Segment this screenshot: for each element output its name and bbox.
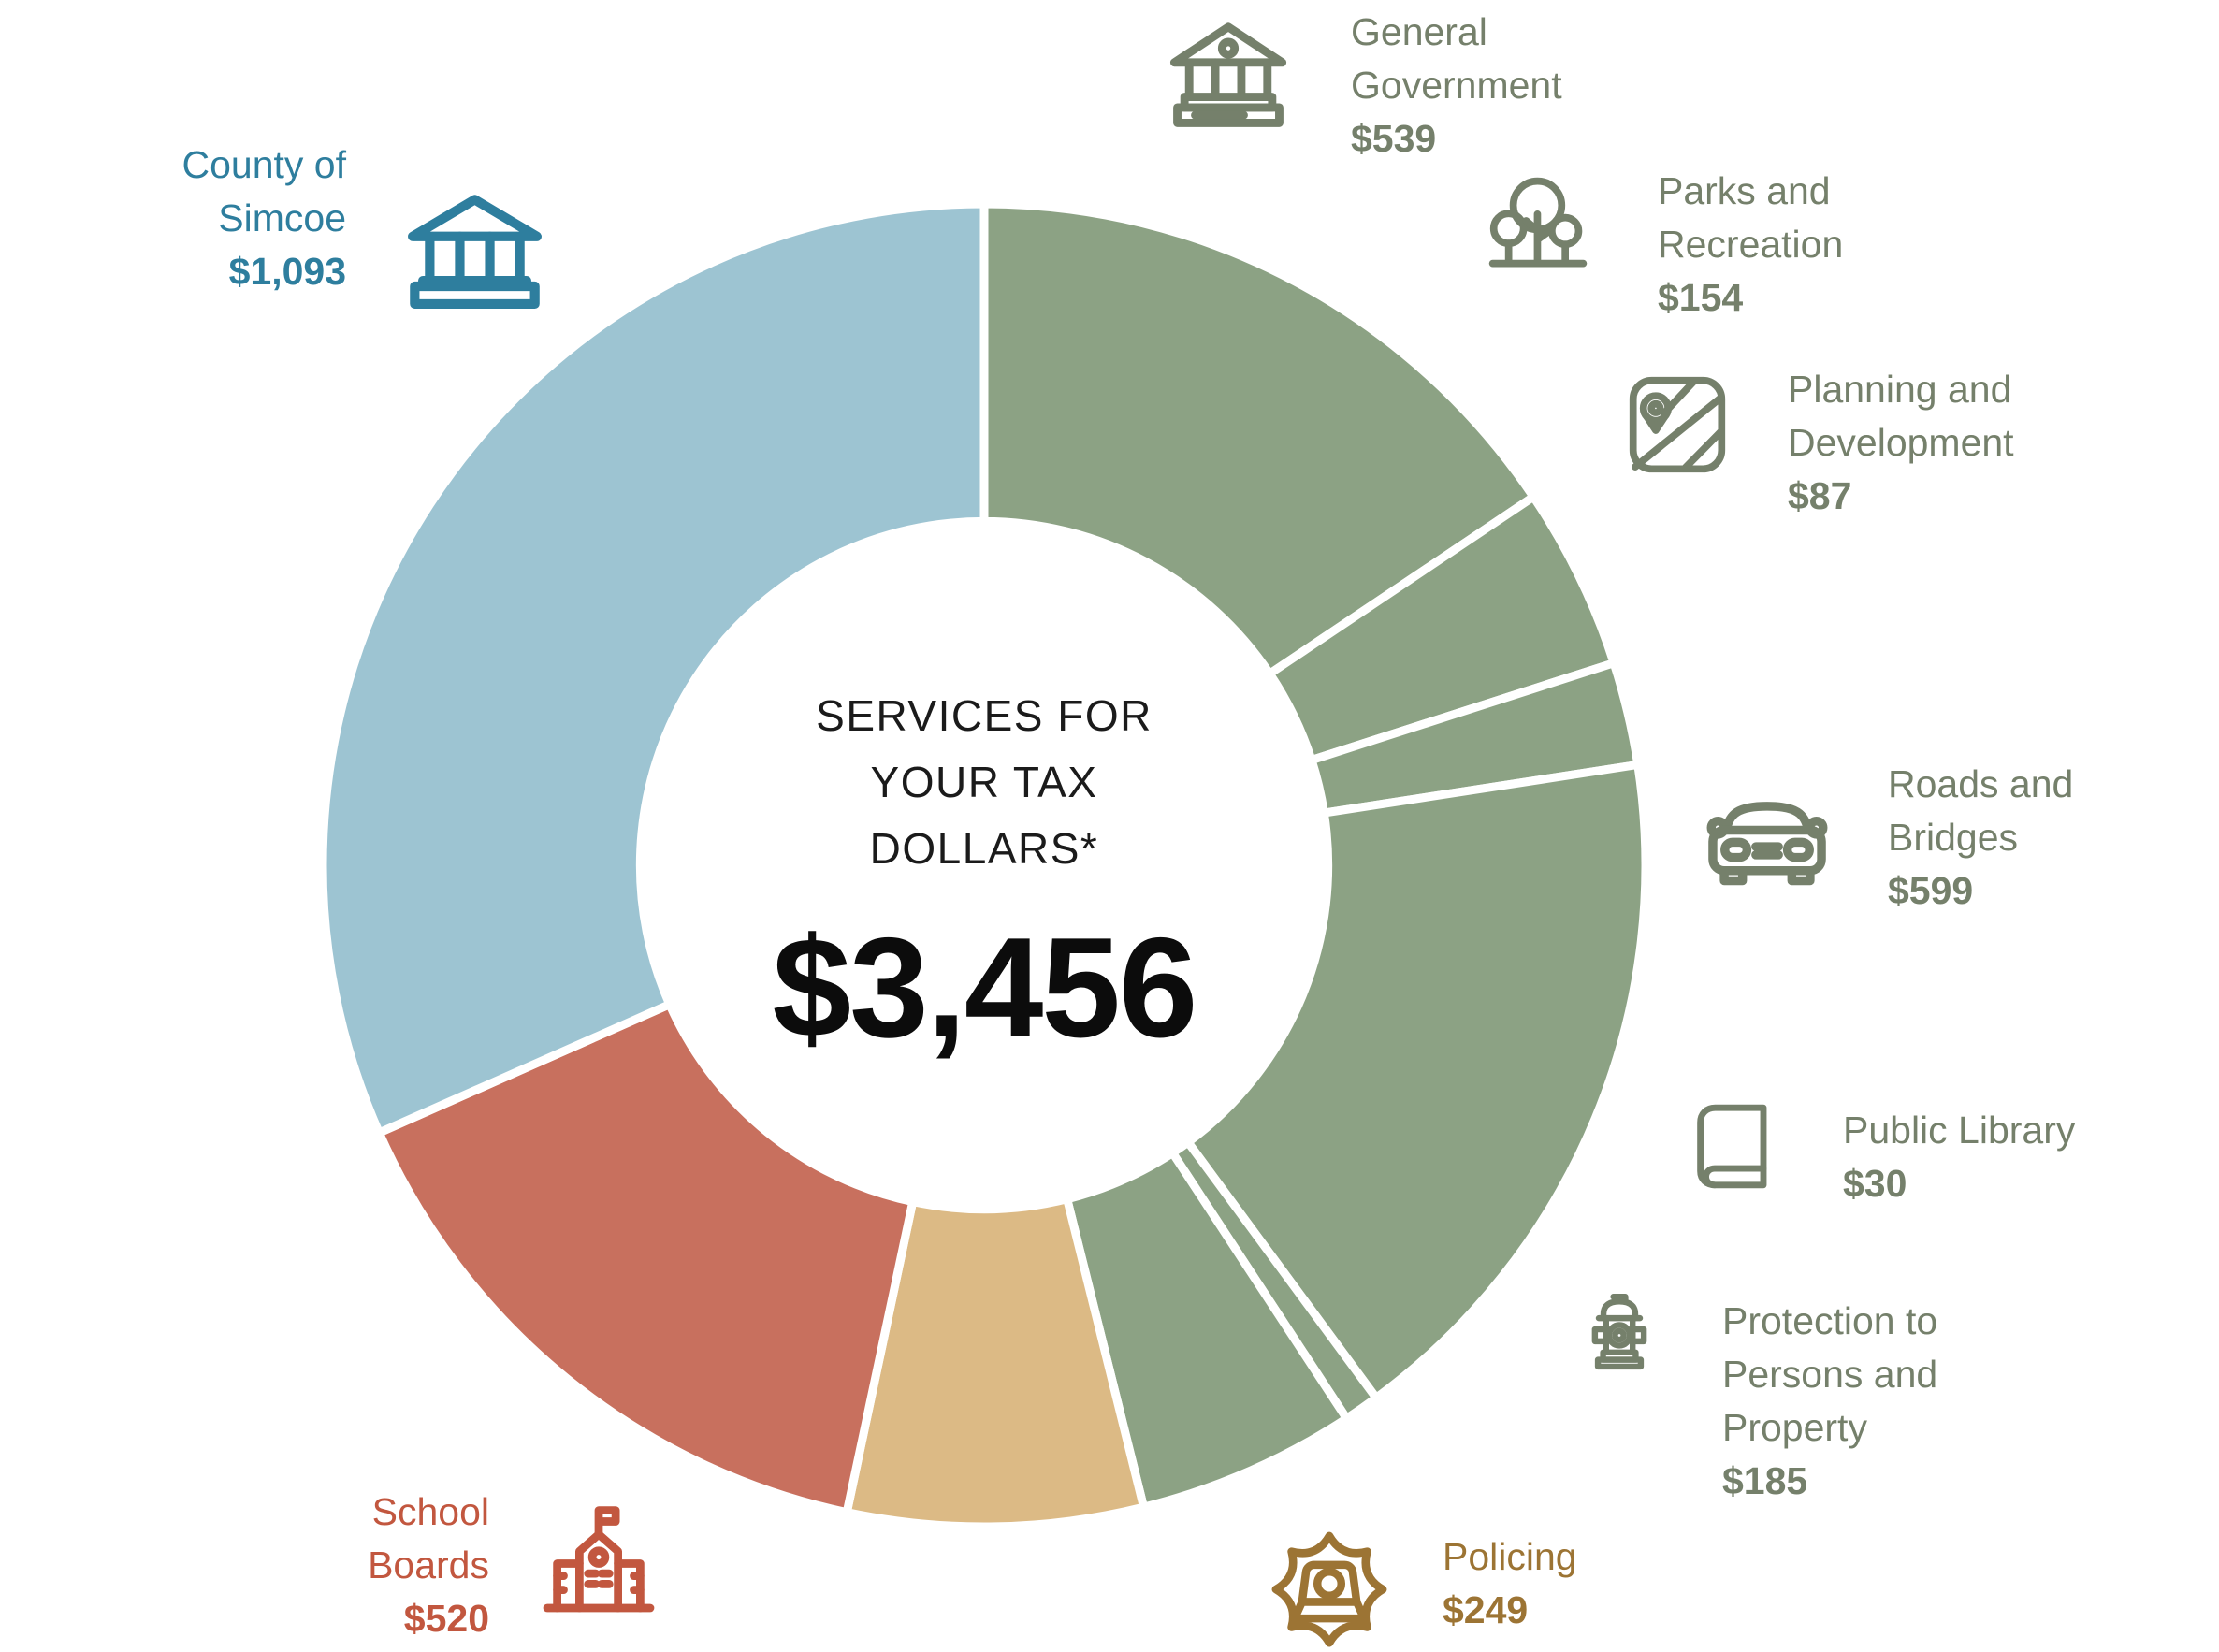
trees-icon xyxy=(1476,165,1600,288)
school-icon xyxy=(529,1491,669,1631)
legend-value: $539 xyxy=(1351,117,1437,160)
legend-label: Parks and Recreation xyxy=(1658,169,1844,266)
legend-item-public-library: Public Library $30 xyxy=(1680,1091,2170,1210)
legend-label: Policing xyxy=(1443,1535,1577,1578)
legend-value: $30 xyxy=(1843,1162,1907,1205)
government-building-icon xyxy=(1157,6,1299,148)
legend-item-parks-and-recreation: Parks and Recreation $154 xyxy=(1476,165,1929,325)
legend-label: School Boards xyxy=(368,1490,489,1587)
chart-title: SERVICES FOR YOUR TAX DOLLARS* xyxy=(816,691,1153,873)
donut-center-text: SERVICES FOR YOUR TAX DOLLARS* $3,456 xyxy=(610,683,1358,1070)
legend-value: $154 xyxy=(1658,276,1744,319)
fire-hydrant-icon xyxy=(1568,1283,1671,1386)
legend-label: Protection to Persons and Property xyxy=(1722,1299,1938,1449)
legend-value: $185 xyxy=(1722,1459,1808,1502)
donut-segment-general-government xyxy=(979,199,1540,680)
legend-item-roads-and-bridges: Roads and Bridges $599 xyxy=(1691,758,2140,918)
donut-segment-county-of-simcoe xyxy=(318,199,989,1138)
legend-value: $87 xyxy=(1788,474,1852,517)
legend-item-school-boards: School Boards $520 xyxy=(316,1485,669,1645)
car-icon xyxy=(1691,765,1843,917)
legend-item-planning-and-development: Planning and Development $87 xyxy=(1616,363,2096,523)
donut-segment-roads-and-bridges xyxy=(1182,760,1650,1404)
legend-item-protection-to-persons-and-property: Protection to Persons and Property $185 xyxy=(1568,1283,2012,1508)
legend-item-general-government: General Government $539 xyxy=(1157,6,1632,166)
legend-value: $520 xyxy=(403,1597,489,1640)
book-icon xyxy=(1680,1091,1791,1201)
police-badge-icon xyxy=(1261,1515,1398,1652)
legend-value: $249 xyxy=(1443,1588,1529,1631)
legend-label: Roads and Bridges xyxy=(1888,762,2074,859)
legend-item-county-of-simcoe: County of Simcoe $1,093 xyxy=(131,138,557,334)
chart-total-value: $3,456 xyxy=(772,908,1198,1067)
legend-label: County of Simcoe xyxy=(181,143,347,239)
legend-value: $599 xyxy=(1888,869,1974,912)
map-icon xyxy=(1616,363,1739,486)
legend-label: Public Library xyxy=(1843,1109,2076,1152)
legend-value: $1,093 xyxy=(228,250,346,293)
legend-label: Planning and Development xyxy=(1788,368,2014,464)
donut-segment-school-boards xyxy=(373,998,919,1517)
legend-item-policing: Policing $249 xyxy=(1261,1515,1658,1652)
legend-label: General Government xyxy=(1351,10,1562,107)
bank-building-icon xyxy=(393,170,557,334)
